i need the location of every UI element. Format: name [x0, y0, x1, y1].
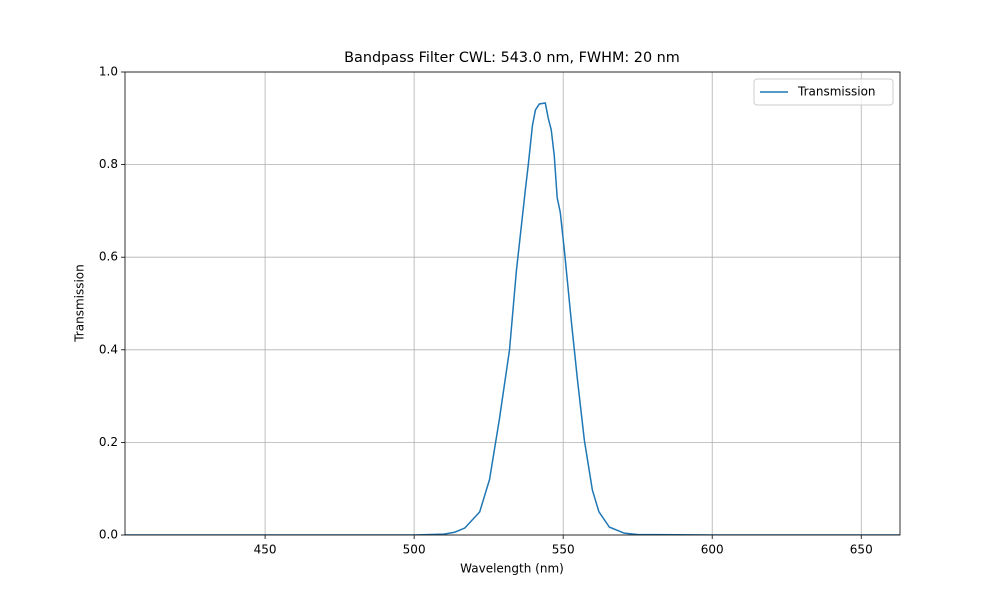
x-tick-label: 500	[403, 543, 426, 557]
y-tick-label: 0.4	[99, 342, 118, 356]
y-axis-label: Transmission	[73, 264, 87, 343]
data-line	[125, 102, 900, 535]
x-tick-label: 650	[850, 543, 873, 557]
legend-box	[753, 78, 894, 106]
y-tick-label: 0.6	[99, 250, 118, 264]
y-tick-label: 0.2	[99, 435, 118, 449]
x-axis-label: Wavelength (nm)	[460, 562, 564, 576]
y-tick-label: 0.8	[99, 157, 118, 171]
x-tick-label: 450	[254, 543, 277, 557]
x-tick-label: 600	[701, 543, 724, 557]
x-tick-label: 550	[552, 543, 575, 557]
plot-frame	[124, 71, 901, 536]
y-tick-label: 0.0	[99, 528, 118, 542]
chart-title: Bandpass Filter CWL: 543.0 nm, FWHM: 20 …	[344, 50, 680, 66]
legend-label: Transmission	[797, 85, 876, 99]
y-tick-label: 1.0	[99, 65, 118, 79]
